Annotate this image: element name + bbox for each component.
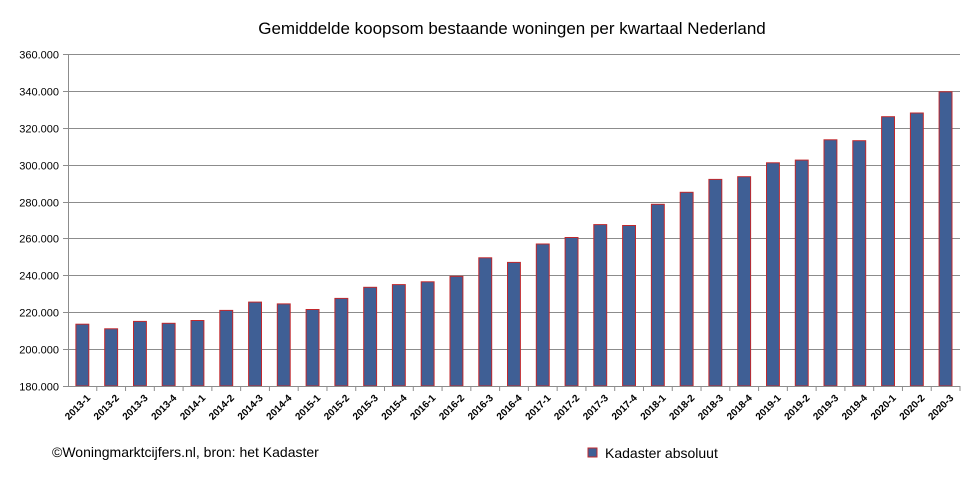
bar-2015-3 xyxy=(363,286,378,387)
x-tick-label: 2016-1 xyxy=(409,393,439,423)
x-tick-label: 2020-3 xyxy=(926,393,956,423)
bar-2018-4 xyxy=(737,176,752,387)
x-tick-label: 2015-1 xyxy=(293,393,323,423)
y-tick-label: 360.000 xyxy=(19,50,59,62)
bar-2018-3 xyxy=(708,178,723,387)
x-tick-label: 2014-2 xyxy=(207,393,237,423)
x-tick-label: 2020-1 xyxy=(869,393,899,423)
bar-2018-1 xyxy=(650,203,665,387)
y-tick-label: 180.000 xyxy=(19,382,59,394)
x-tick-label: 2013-2 xyxy=(92,393,122,423)
x-tick-label: 2019-2 xyxy=(783,393,813,423)
y-tick-label: 260.000 xyxy=(19,234,59,246)
bar-2016-3 xyxy=(478,257,493,387)
x-tick-label: 2017-1 xyxy=(524,393,554,423)
bar-2017-2 xyxy=(564,237,579,387)
x-tick-label: 2019-1 xyxy=(754,393,784,423)
bar-2020-1 xyxy=(881,116,895,387)
x-tick-label: 2018-3 xyxy=(696,393,726,423)
bar-2015-2 xyxy=(334,297,349,387)
y-tick-label: 200.000 xyxy=(19,345,59,357)
bar-2017-3 xyxy=(593,224,608,387)
bar-2018-2 xyxy=(679,191,694,387)
bar-2013-3 xyxy=(133,320,147,387)
chart-title: Gemiddelde koopsom bestaande woningen pe… xyxy=(258,19,766,38)
bars xyxy=(75,91,953,387)
bar-2017-1 xyxy=(535,243,550,387)
bar-2019-4 xyxy=(852,140,867,387)
bar-2019-3 xyxy=(823,139,838,387)
bar-2013-4 xyxy=(161,322,176,387)
x-tick-label: 2020-2 xyxy=(898,393,928,423)
bar-2019-2 xyxy=(794,159,809,387)
x-tick-label: 2014-4 xyxy=(265,393,295,423)
x-tick-label: 2013-4 xyxy=(150,393,180,423)
bar-2014-2 xyxy=(219,309,234,387)
bar-2020-2 xyxy=(909,112,924,387)
y-tick-label: 240.000 xyxy=(19,271,59,283)
y-axis-ticks: 180.000 200.000 220.000 240.000 260.000 280.0… xyxy=(19,50,68,394)
bar-2014-3 xyxy=(248,301,263,387)
bar-2017-4 xyxy=(622,225,636,387)
bar-2013-1 xyxy=(75,323,90,387)
x-tick-label: 2013-3 xyxy=(121,393,151,423)
legend: Kadaster absoluut xyxy=(587,445,718,461)
x-tick-label: 2016-2 xyxy=(437,393,467,423)
bar-2015-4 xyxy=(391,284,406,387)
y-tick-label: 220.000 xyxy=(19,308,59,320)
bar-2016-1 xyxy=(420,281,435,387)
x-tick-label: 2013-1 xyxy=(63,393,93,423)
x-tick-label: 2017-3 xyxy=(581,393,611,423)
x-tick-label: 2019-4 xyxy=(840,393,870,423)
x-tick-label: 2014-3 xyxy=(236,393,266,423)
y-tick-label: 280.000 xyxy=(19,198,59,210)
x-tick-label: 2016-3 xyxy=(466,393,496,423)
x-tick-label: 2017-2 xyxy=(552,393,582,423)
x-tick-label: 2015-4 xyxy=(380,393,410,423)
axes xyxy=(68,54,960,387)
x-axis-ticks: 2013-12013-22013-32013-42014-12014-22014… xyxy=(63,386,961,423)
y-tick-label: 340.000 xyxy=(19,87,59,99)
x-tick-label: 2019-3 xyxy=(811,393,841,423)
x-tick-label: 2018-2 xyxy=(667,393,697,423)
bar-2020-3 xyxy=(938,91,953,387)
bar-2015-1 xyxy=(305,309,320,387)
x-tick-label: 2014-1 xyxy=(178,393,208,423)
x-tick-label: 2017-4 xyxy=(610,393,640,423)
bar-2019-1 xyxy=(766,162,780,387)
bar-2014-1 xyxy=(190,320,205,387)
bar-2016-4 xyxy=(507,261,521,387)
y-tick-label: 320.000 xyxy=(19,124,59,136)
x-tick-label: 2018-4 xyxy=(725,393,755,423)
x-tick-label: 2018-1 xyxy=(639,393,669,423)
bar-2013-2 xyxy=(104,328,119,387)
bar-2014-4 xyxy=(276,303,291,387)
y-tick-label: 300.000 xyxy=(19,161,59,173)
gridlines xyxy=(68,54,960,350)
x-tick-label: 2015-3 xyxy=(351,393,381,423)
legend-swatch xyxy=(587,447,598,458)
x-tick-label: 2016-4 xyxy=(495,393,525,423)
source-note: ©Woningmarktcijfers.nl, bron: het Kadast… xyxy=(52,444,319,460)
bar-2016-2 xyxy=(449,275,464,387)
legend-label: Kadaster absoluut xyxy=(605,445,718,461)
x-tick-label: 2015-2 xyxy=(322,393,352,423)
